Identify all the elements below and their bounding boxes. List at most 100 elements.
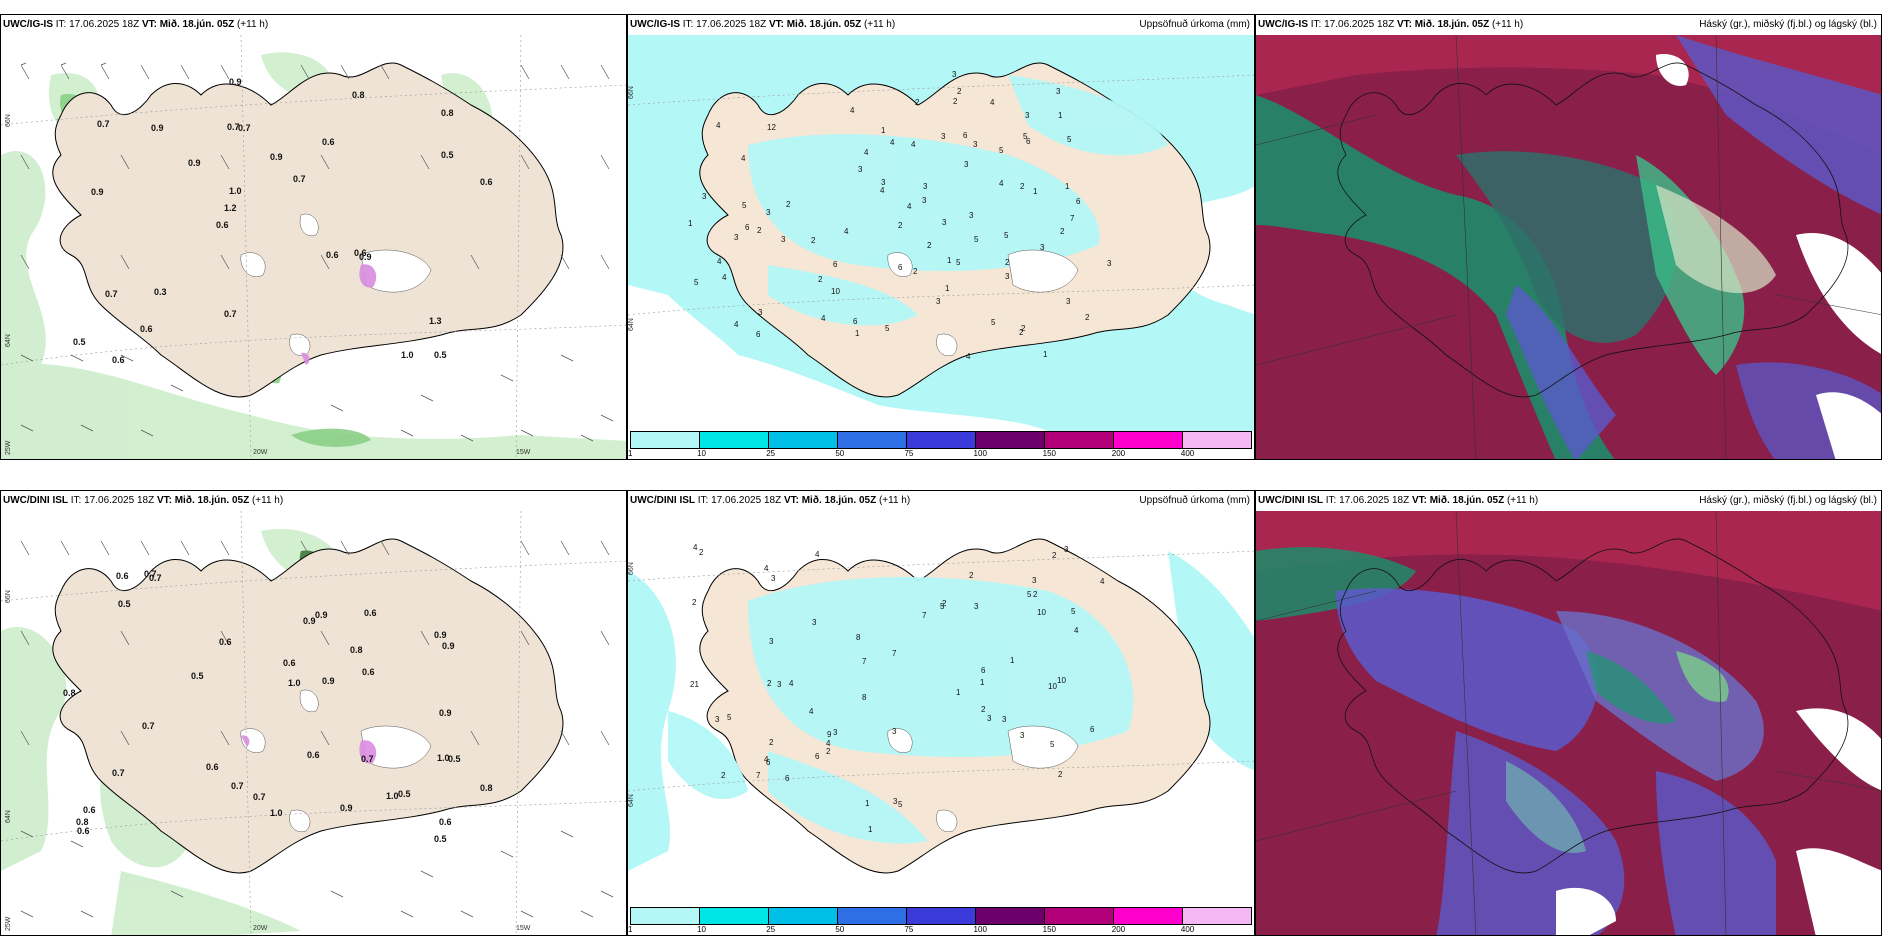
wind-map[interactable]: [1, 511, 627, 936]
map-value-label: 3: [1066, 297, 1071, 306]
map-value-label: 0.9: [229, 77, 242, 87]
map-value-label: 7: [892, 649, 897, 658]
map-value-label: 2: [692, 598, 697, 607]
map-value-label: 5: [1027, 590, 1032, 599]
map-value-label: 2: [811, 236, 816, 245]
map-value-label: 2: [721, 771, 726, 780]
map-value-label: 7: [862, 657, 867, 666]
colorbar-label: 200: [1111, 449, 1126, 458]
map-value-label: 4: [911, 140, 916, 149]
map-value-label: 2: [1020, 182, 1025, 191]
map-value-label: 6: [963, 131, 968, 140]
map-value-label: 2: [1052, 551, 1057, 560]
panel-clouds-top: UWC/IG-IS IT: 17.06.2025 18Z VT: Mið. 18…: [1255, 14, 1882, 460]
map-value-label: 3: [781, 235, 786, 244]
colorbar-swatch: [976, 432, 1045, 448]
map-value-label: 5: [1071, 607, 1076, 616]
map-value-label: 1: [1065, 182, 1070, 191]
map-value-label: 1: [868, 825, 873, 834]
map-value-label: 4: [826, 739, 831, 748]
colorbar-swatch: [1183, 908, 1251, 924]
lon-label: 20W: [253, 449, 268, 456]
map-value-label: 3: [1040, 243, 1045, 252]
map-value-label: 5: [898, 800, 903, 809]
map-value-label: 10: [831, 287, 840, 296]
map-value-label: 0.9: [303, 616, 316, 626]
iceland-outline: [1337, 62, 1849, 398]
map-value-label: 0.9: [340, 803, 353, 813]
map-value-label: 3: [969, 211, 974, 220]
map-value-label: 2: [1019, 328, 1024, 337]
colorbar-label: 150: [1042, 925, 1057, 934]
lon-label: 15W: [516, 449, 531, 456]
colorbar-label: 25: [766, 925, 776, 934]
map-value-label: 2: [957, 87, 962, 96]
map-value-label: 0.9: [315, 610, 328, 620]
map-value-label: 5: [694, 278, 699, 287]
map-value-label: 2: [953, 97, 958, 106]
map-value-label: 1: [980, 678, 985, 687]
map-value-label: 0.5: [434, 350, 447, 360]
map-value-label: 3: [1020, 731, 1025, 740]
map-value-label: 0.7: [105, 289, 118, 299]
map-value-label: 4: [999, 179, 1004, 188]
lat-label: 66N: [5, 114, 12, 127]
colorbar-swatch: [1114, 432, 1183, 448]
lon-label: 20W: [253, 925, 268, 932]
map-value-label: 0.7: [144, 569, 157, 579]
precip-map[interactable]: [628, 35, 1255, 431]
colorbar-swatch: [907, 432, 976, 448]
precip-map[interactable]: [628, 511, 1255, 907]
map-value-label: 2: [767, 679, 772, 688]
map-value-label: 0.6: [112, 355, 125, 365]
colorbar: 1 10 25 50 75 100 150 200 400: [628, 905, 1254, 935]
map-value-label: 3: [952, 70, 957, 79]
map-value-label: 3: [766, 208, 771, 217]
map-value-label: 4: [717, 257, 722, 266]
map-value-label: 3: [734, 233, 739, 242]
colorbar-label: 1: [628, 449, 633, 458]
map-value-label: 4: [880, 186, 885, 195]
map-value-label: 4: [1100, 577, 1105, 586]
map-value-label: 6: [1076, 197, 1081, 206]
wind-map[interactable]: [1, 35, 627, 460]
map-value-label: 5: [727, 713, 732, 722]
colorbar-swatch: [976, 908, 1045, 924]
map-value-label: 6: [1026, 137, 1031, 146]
map-value-label: 2: [913, 267, 918, 276]
map-value-label: 1: [947, 256, 952, 265]
map-value-label: 0.8: [441, 108, 454, 118]
map-value-label: 3: [1107, 259, 1112, 268]
colorbar-swatch: [700, 908, 769, 924]
cloud-map[interactable]: [1256, 511, 1882, 936]
map-value-label: 5: [956, 258, 961, 267]
map-value-label: 3: [1064, 545, 1069, 554]
map-value-label: 1: [1043, 350, 1048, 359]
panel-subtitle: Uppsöfnuð úrkoma (mm): [1139, 19, 1250, 30]
cloud-map[interactable]: [1256, 35, 1882, 460]
map-value-label: 3: [1002, 715, 1007, 724]
map-value-label: 0.9: [322, 676, 335, 686]
map-value-label: 6: [745, 223, 750, 232]
map-value-label: 5: [940, 602, 945, 611]
map-value-label: 21: [690, 680, 699, 689]
map-value-label: 3: [922, 196, 927, 205]
map-value-label: 5: [991, 318, 996, 327]
map-value-label: 0.5: [448, 754, 461, 764]
map-value-label: 8: [862, 693, 867, 702]
map-value-label: 0.6: [364, 608, 377, 618]
map-value-label: 4: [722, 273, 727, 282]
map-value-label: 4: [741, 154, 746, 163]
map-value-label: 2: [1058, 770, 1063, 779]
map-value-label: 0.5: [191, 671, 204, 681]
panel-title: UWC/DINI ISL IT: 17.06.2025 18Z VT: Mið.…: [3, 495, 284, 506]
map-value-label: 3: [964, 160, 969, 169]
map-value-label: 1.2: [224, 203, 237, 213]
map-value-label: 6: [785, 774, 790, 783]
lat-label: 64N: [628, 318, 635, 331]
map-value-label: 0.9: [442, 641, 455, 651]
iceland-outline: [1337, 538, 1849, 874]
colorbar-label: 25: [766, 449, 776, 458]
map-value-label: 7: [756, 771, 761, 780]
precip-values: 2 3 2 1 2 5 4 3 7 6 10 6 3 9 2 8 4 7 6 4 3 5 6 7 8 5 2 4 3 5 2 4 3 3 5 10 3 3…: [628, 511, 1254, 907]
